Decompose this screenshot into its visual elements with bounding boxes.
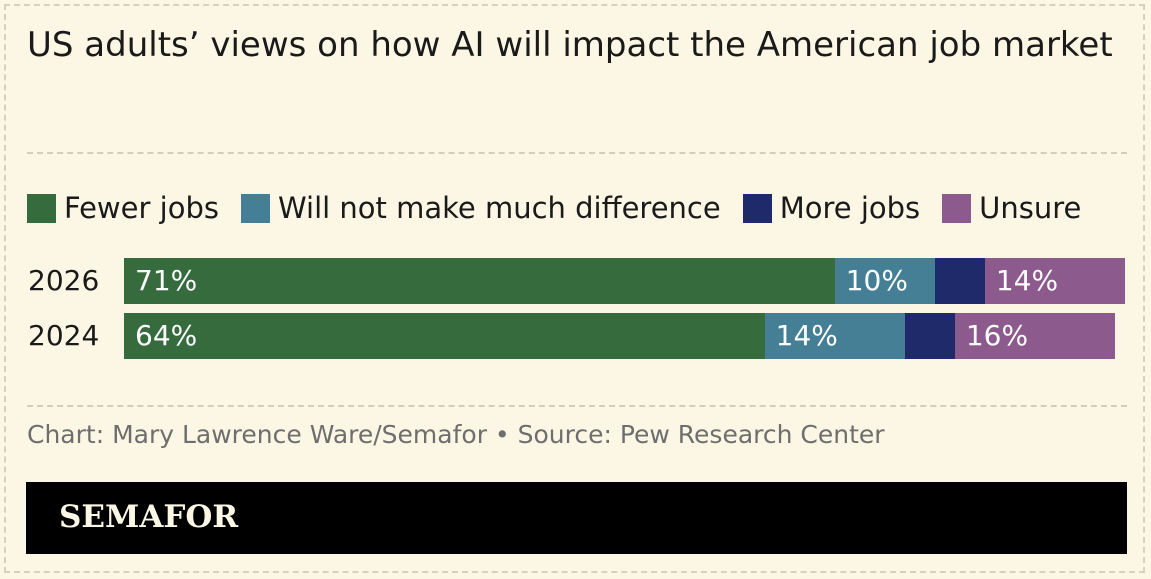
data-label: 64% [135, 319, 198, 352]
data-label: 14% [775, 319, 838, 352]
legend-label: Unsure [979, 191, 1082, 225]
legend-label: Fewer jobs [64, 191, 219, 225]
legend-swatch [742, 193, 772, 223]
category-label: 2026 [28, 264, 100, 297]
bar-segment-more-jobs [934, 258, 985, 304]
bar-segment-fewer-jobs: 71% [124, 258, 835, 304]
legend: Fewer jobs Will not make much difference M… [27, 188, 1081, 228]
legend-item-more-jobs: More jobs [742, 191, 921, 225]
legend-swatch [942, 193, 972, 223]
semafor-logo: SEMAFOR [59, 499, 239, 535]
bar-segment-more-jobs [904, 313, 955, 359]
data-label: 14% [995, 264, 1059, 297]
legend-item-unsure: Unsure [942, 191, 1081, 225]
legend-item-will-not-make-much-difference: Will not make much difference [240, 191, 721, 225]
legend-label: More jobs [779, 191, 921, 225]
bar-segment-unsure: 14% [984, 258, 1125, 304]
footer-bar: SEMAFOR [26, 482, 1127, 554]
divider-bottom [27, 405, 1127, 407]
bar-segment-will-not-make-much-difference: 14% [764, 313, 905, 359]
data-label: 71% [135, 264, 198, 297]
category-label: 2024 [28, 319, 100, 352]
chart-title: US adults’ views on how AI will impact t… [27, 25, 1113, 65]
legend-item-fewer-jobs: Fewer jobs [27, 191, 219, 225]
data-label: 10% [845, 264, 908, 297]
chart-frame [4, 4, 1145, 573]
data-label: 16% [965, 319, 1029, 352]
bar-segment-fewer-jobs: 64% [124, 313, 765, 359]
bar-segment-will-not-make-much-difference: 10% [834, 258, 935, 304]
legend-label: Will not make much difference [277, 191, 721, 225]
legend-swatch [27, 193, 56, 223]
legend-swatch [240, 193, 270, 223]
bar-segment-unsure: 16% [954, 313, 1115, 359]
divider-top [27, 152, 1127, 154]
chart-credit: Chart: Mary Lawrence Ware/Semafor • Sour… [27, 420, 885, 449]
